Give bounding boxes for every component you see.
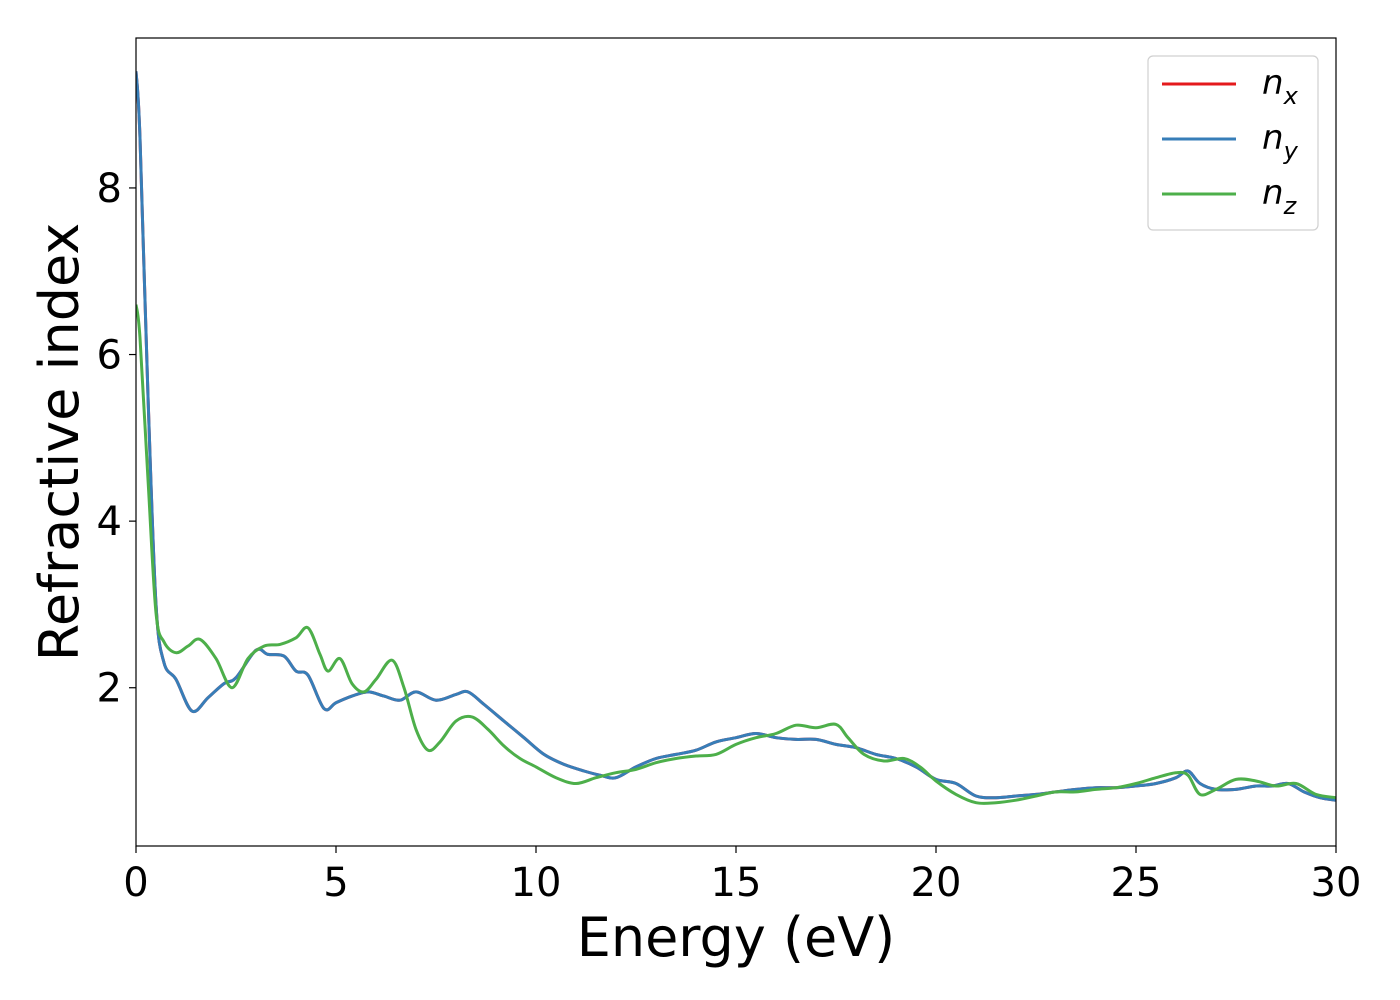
y-axis-label: Refractive index [28,223,91,662]
y-tick-label: 4 [97,499,122,545]
legend-label-ny: ny [1262,118,1299,165]
axis-ticks: 0 5 10 15 20 25 30 2 4 6 8 [97,166,1362,906]
series-line-nz [136,304,1336,805]
legend-label-nx: nx [1262,63,1299,110]
y-tick-label: 6 [97,333,122,379]
x-tick-label: 15 [711,860,762,906]
x-tick-label: 0 [123,860,148,906]
x-tick-label: 25 [1111,860,1162,906]
legend-label-nz: nz [1262,173,1298,220]
x-tick-label: 5 [323,860,348,906]
x-tick-label: 10 [511,860,562,906]
legend: nx ny nz [1147,55,1319,231]
y-tick-label: 2 [97,666,122,712]
y-tick-label: 8 [97,166,122,212]
x-axis-label: Energy (eV) [577,906,896,969]
x-tick-label: 20 [911,860,962,906]
plot-lines [136,71,1336,805]
x-tick-label: 30 [1311,860,1362,906]
legend-box [1147,55,1319,231]
